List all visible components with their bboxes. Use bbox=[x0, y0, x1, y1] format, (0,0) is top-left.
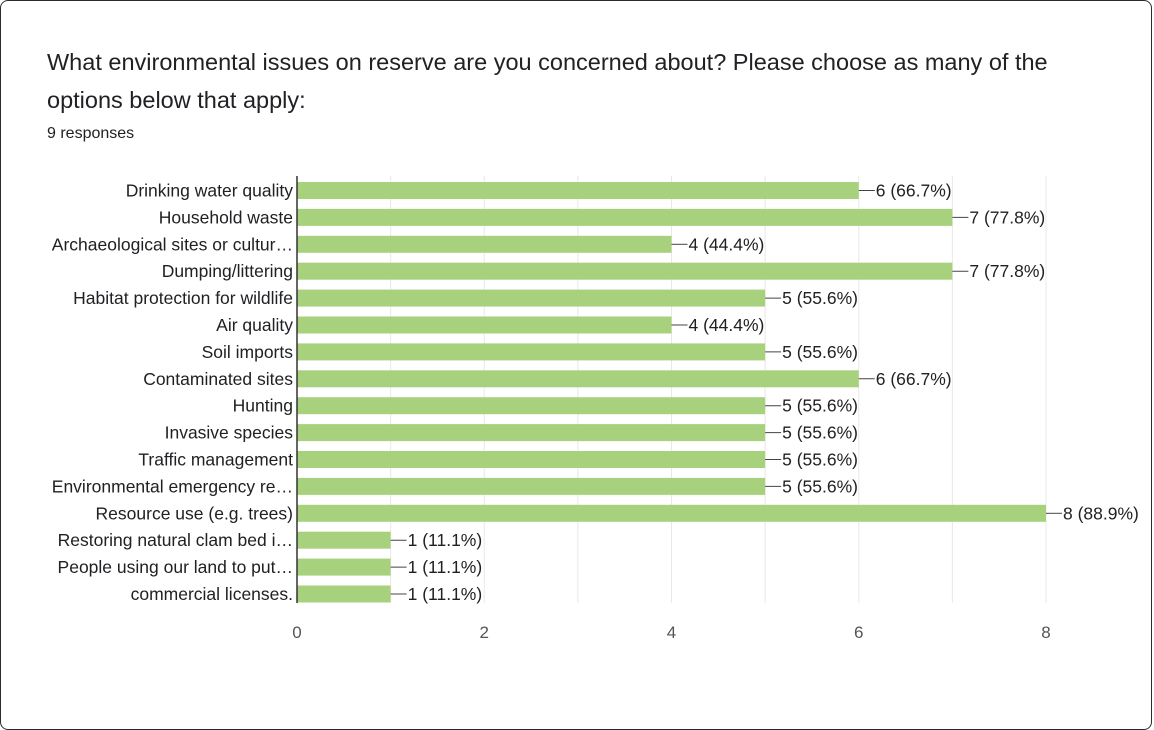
question-title: What environmental issues on reserve are… bbox=[47, 49, 1048, 113]
x-axis-ticks: 0 2 4 6 8 bbox=[292, 623, 1050, 642]
category-label: People using our land to put… bbox=[58, 557, 293, 577]
data-label: 6 (66.7%) bbox=[876, 181, 952, 201]
bar bbox=[297, 397, 766, 415]
response-count: 9 responses bbox=[47, 125, 135, 142]
x-tick-label: 2 bbox=[480, 623, 489, 642]
bar bbox=[297, 289, 766, 307]
data-label: 1 (11.1%) bbox=[408, 584, 483, 604]
category-label: Hunting bbox=[233, 396, 293, 416]
bar bbox=[297, 451, 766, 468]
bar bbox=[297, 477, 766, 495]
bar bbox=[297, 235, 672, 253]
data-label: 4 (44.4%) bbox=[689, 234, 765, 254]
category-label: Environmental emergency re… bbox=[52, 476, 293, 496]
data-label: 4 (44.4%) bbox=[689, 315, 765, 335]
category-label: Household waste bbox=[159, 207, 293, 227]
category-label: Air quality bbox=[216, 315, 293, 335]
category-labels: Drinking water quality Household waste Arc… bbox=[52, 181, 293, 605]
category-label: Resource use (e.g. trees) bbox=[96, 503, 293, 523]
category-label: Contaminated sites bbox=[143, 369, 293, 389]
data-label: 6 (66.7%) bbox=[876, 369, 952, 389]
data-label: 7 (77.8%) bbox=[969, 261, 1045, 281]
bar bbox=[297, 370, 859, 388]
bar bbox=[297, 208, 953, 226]
data-label: 5 (55.6%) bbox=[782, 288, 858, 308]
data-label: 8 (88.9%) bbox=[1063, 503, 1139, 523]
x-tick-label: 4 bbox=[667, 623, 676, 642]
category-label: Soil imports bbox=[202, 342, 294, 362]
data-label: 1 (11.1%) bbox=[408, 557, 483, 577]
category-label: Habitat protection for wildlife bbox=[73, 288, 293, 308]
data-label: 5 (55.6%) bbox=[782, 423, 858, 443]
data-label: 5 (55.6%) bbox=[782, 476, 858, 496]
data-label: 5 (55.6%) bbox=[782, 450, 858, 470]
bar bbox=[297, 585, 391, 603]
data-labels: 6 (66.7%) 7 (77.8%) 4 (44.4%) 7 (77.8%) 5 (5… bbox=[390, 181, 1139, 604]
bar-chart: Drinking water quality Household waste Arc… bbox=[52, 176, 1139, 642]
x-tick-label: 6 bbox=[854, 623, 863, 642]
category-label: Archaeological sites or cultur… bbox=[52, 234, 293, 254]
bar bbox=[297, 558, 391, 576]
data-label: 5 (55.6%) bbox=[782, 342, 858, 362]
category-label: Invasive species bbox=[165, 423, 294, 443]
category-label: commercial licenses. bbox=[131, 584, 293, 604]
data-label: 5 (55.6%) bbox=[782, 396, 858, 416]
bar bbox=[297, 343, 766, 361]
category-label: Restoring natural clam bed i… bbox=[58, 530, 293, 550]
x-tick-label: 0 bbox=[292, 623, 301, 642]
category-label: Traffic management bbox=[138, 450, 293, 470]
bar bbox=[297, 531, 391, 549]
data-label: 1 (11.1%) bbox=[408, 530, 483, 550]
bar bbox=[297, 316, 672, 334]
category-label: Drinking water quality bbox=[126, 181, 294, 201]
bar bbox=[297, 504, 1046, 522]
data-label: 7 (77.8%) bbox=[969, 207, 1045, 227]
bar bbox=[297, 424, 766, 442]
bars bbox=[297, 182, 1046, 603]
bar bbox=[297, 262, 953, 280]
x-tick-label: 8 bbox=[1041, 623, 1050, 642]
category-label: Dumping/littering bbox=[162, 261, 293, 281]
bar bbox=[297, 182, 859, 199]
